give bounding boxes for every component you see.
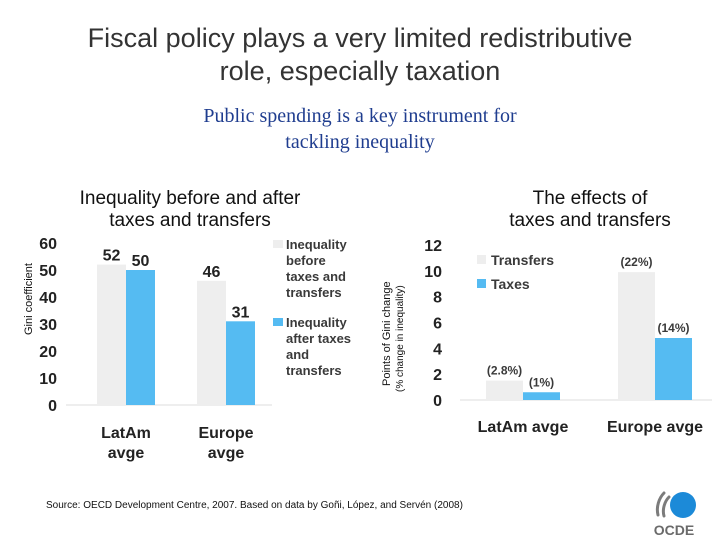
left-data-label-0-1: 46: [203, 264, 221, 281]
logo-circle: [670, 492, 696, 518]
left-y-tick-50: 50: [39, 263, 57, 280]
left-chart-title: Inequality before and after taxes and tr…: [60, 188, 320, 232]
right-legend-label-0: Transfers: [491, 252, 554, 268]
left-legend-label-1-3: transfers: [286, 363, 342, 378]
right-data-label-1-1: (14%): [657, 321, 689, 335]
oecd-logo-mark: OCDE: [654, 491, 696, 538]
logo-arc-1: [655, 491, 666, 517]
left-legend-label-0-0: Inequality: [286, 237, 347, 252]
source-note: Source: OECD Development Centre, 2007. B…: [46, 500, 463, 511]
right-legend-swatch-1: [477, 279, 486, 288]
page-title-line-2: role, especially taxation: [219, 56, 501, 86]
page-subtitle-line-2: tackling inequality: [285, 131, 435, 153]
left-bar-after-1: [226, 321, 255, 405]
right-y-tick-10: 10: [424, 264, 442, 281]
left-y-tick-60: 60: [39, 236, 57, 253]
left-category-label-0-0: LatAm: [101, 425, 151, 442]
left-legend-label-0-1: before: [286, 253, 326, 268]
right-data-label-0-0: (2.8%): [487, 364, 522, 378]
right-category-label-0: LatAm avge: [478, 419, 569, 436]
logo-arc-2: [661, 495, 671, 518]
right-legend-swatch-0: [477, 255, 486, 264]
left-y-tick-0: 0: [48, 398, 57, 415]
left-chart-title-line-2: taxes and transfers: [109, 210, 271, 231]
left-y-tick-10: 10: [39, 371, 57, 388]
right-chart-title: The effects of taxes and transfers: [470, 188, 710, 232]
right-y-tick-6: 6: [433, 316, 442, 333]
right-data-label-0-1: (22%): [620, 255, 652, 269]
left-data-label-1-0: 50: [132, 253, 150, 270]
logo-text: OCDE: [654, 522, 694, 537]
page-subtitle: Public spending is a key instrument for …: [0, 103, 720, 155]
left-category-label-1-0: Europe: [198, 425, 253, 442]
page-title: Fiscal policy plays a very limited redis…: [0, 22, 720, 88]
right-legend-label-1: Taxes: [491, 276, 530, 292]
left-data-label-1-1: 31: [232, 304, 250, 321]
left-category-label-0-1: avge: [108, 445, 145, 462]
right-y-tick-4: 4: [433, 341, 442, 358]
left-category-label-1-1: avge: [208, 445, 245, 462]
left-legend-label-0-2: taxes and: [286, 269, 346, 284]
left-legend-swatch-0: [273, 240, 283, 248]
left-bar-after-0: [126, 270, 155, 405]
right-bar-taxes-1: [655, 338, 692, 400]
right-chart-title-line-2: taxes and transfers: [509, 210, 671, 231]
right-data-label-1-0: (1%): [529, 375, 554, 389]
left-y-tick-20: 20: [39, 344, 57, 361]
oecd-logo: OCDE: [650, 485, 698, 538]
right-bar-transfers-1: [618, 272, 655, 400]
left-data-label-0-0: 52: [103, 248, 121, 265]
left-legend-swatch-1: [273, 318, 283, 326]
right-y-tick-0: 0: [433, 393, 442, 410]
left-bar-before-0: [97, 264, 126, 405]
left-chart-title-line-1: Inequality before and after: [79, 188, 301, 209]
right-y-tick-8: 8: [433, 290, 442, 307]
left-legend-label-1-2: and: [286, 347, 309, 362]
page-title-line-1: Fiscal policy plays a very limited redis…: [87, 23, 633, 53]
right-y-tick-12: 12: [424, 238, 442, 255]
right-chart-title-line-1: The effects of: [532, 188, 648, 209]
left-y-tick-40: 40: [39, 290, 57, 307]
page-subtitle-line-1: Public spending is a key instrument for: [203, 105, 517, 127]
left-y-tick-30: 30: [39, 317, 57, 334]
left-legend-label-1-0: Inequality: [286, 315, 347, 330]
left-legend-label-1-1: after taxes: [286, 331, 351, 346]
left-legend-label-0-3: transfers: [286, 285, 342, 300]
right-bar-transfers-0: [486, 380, 523, 400]
right-y-tick-2: 2: [433, 367, 442, 384]
left-bar-before-1: [197, 280, 226, 405]
right-category-label-1: Europe avge: [607, 419, 703, 436]
right-bar-taxes-0: [523, 392, 560, 400]
